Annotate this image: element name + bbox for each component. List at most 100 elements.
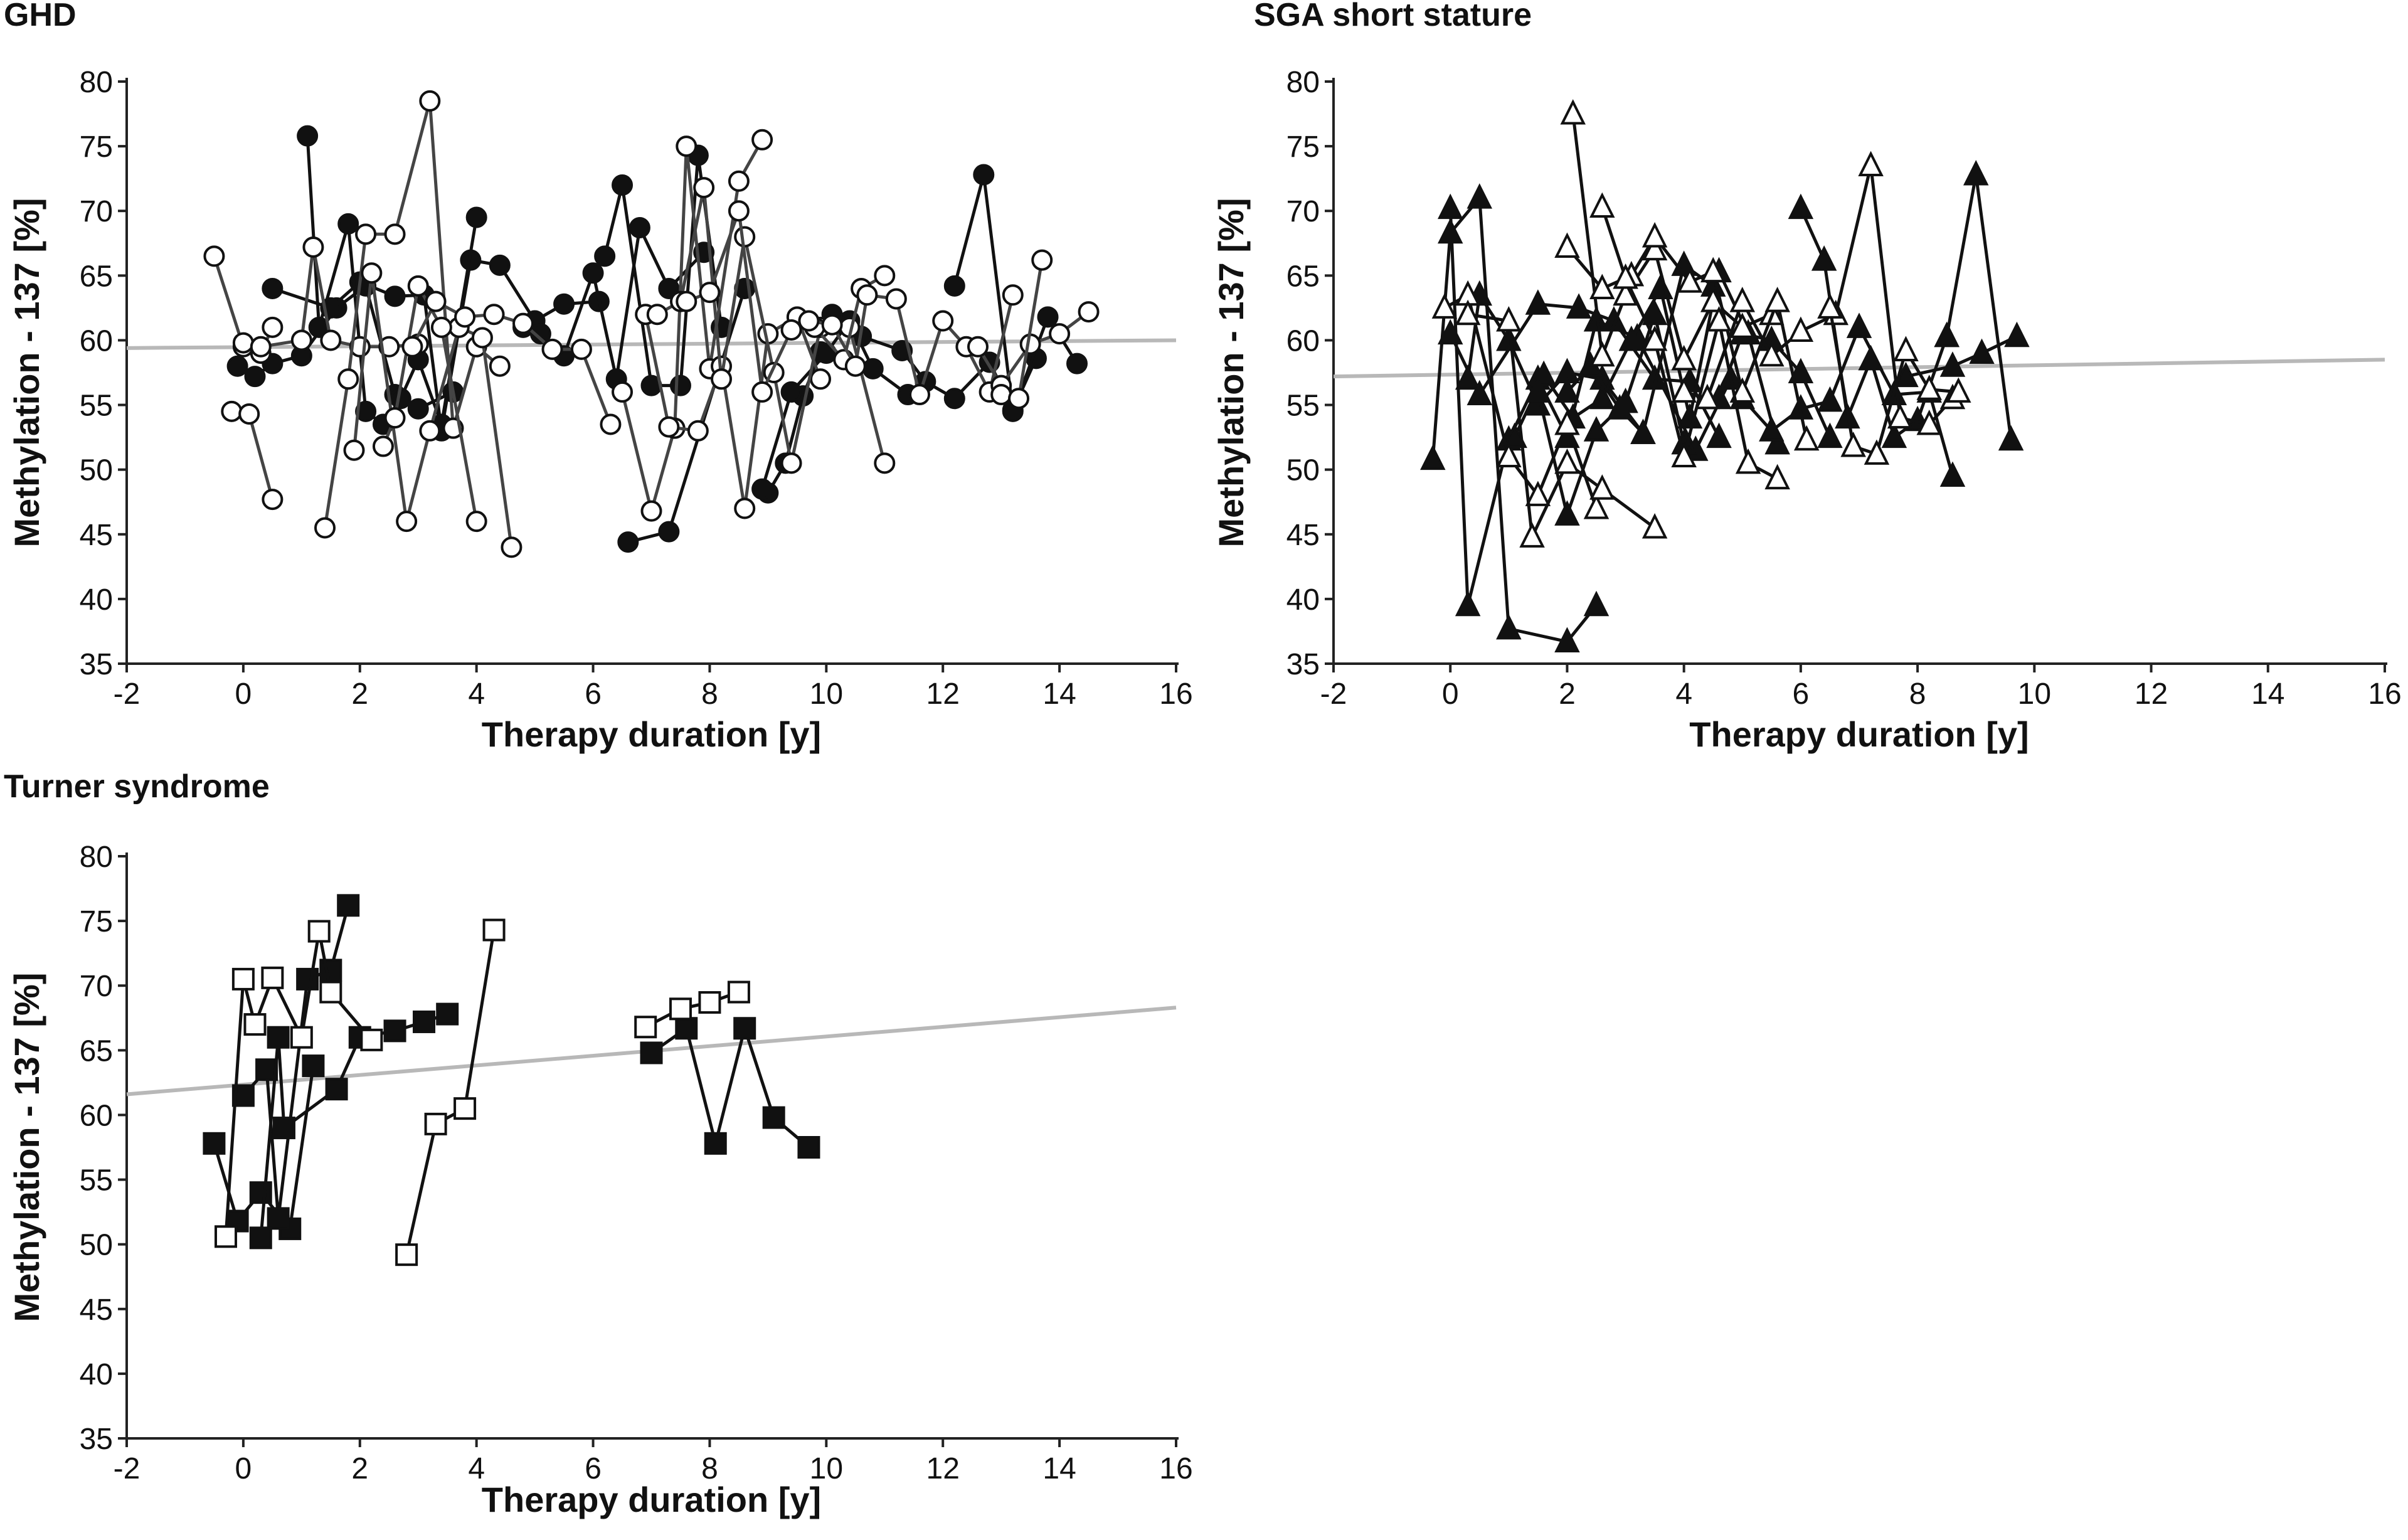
data-point [862,358,884,380]
data-point [1817,386,1843,412]
series-filled-10 [1788,193,1960,449]
data-point [343,439,365,461]
data-point [669,374,691,396]
data-point [1554,232,1580,258]
x-tick-label: 16 [1159,677,1192,711]
data-point [669,997,692,1021]
data-point [728,170,750,192]
data-point [378,336,400,358]
data-point [658,277,680,299]
y-tick-label: 60 [80,324,113,358]
series-open-7 [401,290,622,435]
data-point [640,500,662,522]
data-point [1613,263,1638,289]
data-point [727,980,750,1004]
data-point [1840,432,1866,457]
trend-line [1333,358,2385,379]
data-point [489,254,511,276]
data-point [372,435,394,457]
data-point [407,275,429,297]
data-point [436,1002,459,1026]
x-tick-label: 0 [1442,677,1459,711]
data-point [658,521,680,543]
data-point [1613,280,1638,306]
data-point [355,223,377,245]
chart-title: Turner syndrome [4,768,270,805]
data-point [465,511,487,533]
series-filled-11 [1934,160,2024,451]
x-tick-label: 4 [468,1452,485,1485]
data-point [1455,299,1481,326]
data-point [751,478,773,500]
data-point [699,282,721,304]
y-tick-label: 55 [1286,390,1320,423]
data-point [629,217,650,239]
y-tick-label: 75 [1286,130,1320,164]
data-point [1729,377,1756,403]
data-point [231,967,255,990]
series-open-2 [1455,299,1668,548]
data-point [1764,428,1790,455]
data-point [1671,377,1697,403]
data-point [1455,364,1481,390]
data-point [302,236,324,258]
x-tick-label: 10 [810,677,843,711]
chart-panel-sga: SGA short stature 35 40 45 50 55 60 65 70 75 80 -2… [1204,0,2408,772]
x-tick-label: 8 [701,1452,718,1485]
x-tick-label: -2 [114,677,141,711]
y-tick-label: 70 [80,970,113,1003]
data-point [267,1026,290,1049]
y-tick-label: 40 [80,1358,113,1391]
data-point [844,355,866,377]
x-tick-label: 6 [1793,677,1810,711]
data-point [483,304,505,326]
x-tick-label: -2 [114,1452,141,1485]
series-open-9 [635,304,832,519]
data-point [413,1010,436,1033]
data-point [1916,410,1942,435]
data-point [1642,512,1668,539]
data-point [297,125,319,147]
data-point [453,1097,477,1120]
x-tick-label: 8 [701,677,718,711]
x-tick-label: 16 [1159,1452,1192,1485]
data-point [384,407,406,429]
data-point [1554,410,1580,435]
y-tick-label: 55 [80,1164,113,1197]
data-point [425,290,447,312]
data-point [314,517,336,539]
data-point [244,366,266,388]
data-point [337,368,359,390]
y-tick-label: 65 [80,1034,113,1068]
x-tick-label: 8 [1909,677,1926,711]
data-point [646,304,668,326]
data-point [1589,383,1615,410]
data-point [489,355,511,377]
y-tick-label: 35 [80,1423,113,1456]
y-tick-label: 50 [80,454,113,487]
y-tick-label: 40 [80,583,113,617]
series-line [1566,364,1645,435]
data-point [1642,299,1668,326]
data-point [396,511,418,533]
data-point [290,329,312,351]
series-open-3 [634,980,750,1039]
data-point [762,1106,785,1129]
data-point [704,1132,727,1155]
data-point [501,536,522,558]
data-point [1881,422,1907,449]
series-line [1684,164,1954,426]
x-tick-label: 4 [468,677,485,711]
series-line [645,990,740,1029]
data-point [1893,336,1919,361]
data-point [698,991,721,1014]
data-point [617,531,639,553]
series-open-14 [990,249,1053,410]
data-point [1589,341,1615,367]
data-point [1817,422,1843,449]
data-point [1946,377,1971,403]
data-point [355,400,377,422]
data-point [676,135,697,157]
series-line [231,410,274,500]
data-point [1788,358,1814,383]
